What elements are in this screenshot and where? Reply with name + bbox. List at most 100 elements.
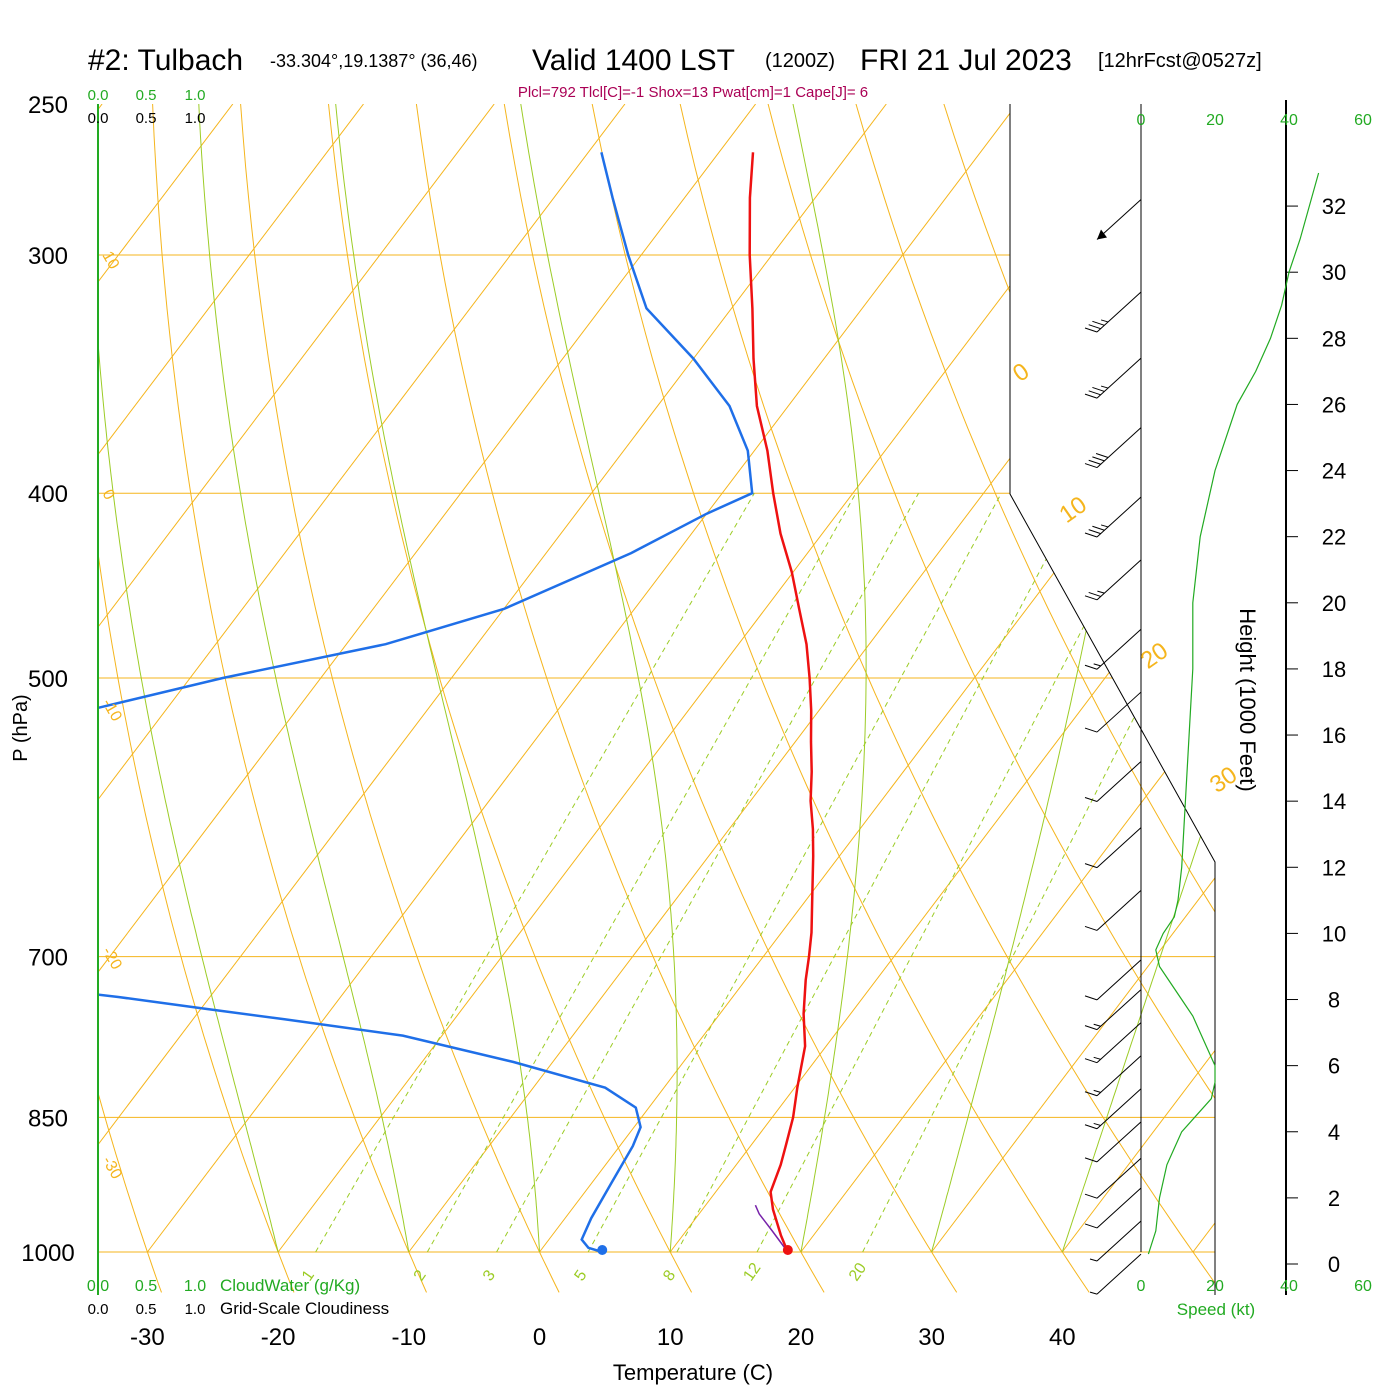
- wind-barb-staff: [1096, 890, 1142, 931]
- wind-barb-feather: [1084, 797, 1098, 802]
- wind-barb-feather: [1084, 393, 1098, 399]
- wind-barb-feather: [1084, 327, 1098, 333]
- wind-barb-staff: [1096, 291, 1142, 333]
- wind-barb-feather: [1092, 525, 1105, 531]
- wind-barb: [1084, 989, 1142, 1031]
- wind-panel: [1084, 172, 1320, 1295]
- wind-barb-feather: [1088, 529, 1101, 535]
- moist-adiabat: [792, 104, 867, 1253]
- wind-barb-half-feather: [1093, 663, 1101, 667]
- cloudwater-axis-title: CloudWater (g/Kg): [220, 1276, 360, 1295]
- wind-barb: [1084, 559, 1142, 601]
- wind-barb: [1084, 959, 1142, 1001]
- height-axis-title: Height (1000 Feet): [1235, 608, 1260, 791]
- dewpoint-profile: [98, 152, 754, 1254]
- wind-barb: [1084, 890, 1142, 931]
- speed-axis-title: Speed (kt): [1177, 1300, 1255, 1319]
- isotherm-line: [277, 104, 1149, 1253]
- valid-date: FRI 21 Jul 2023: [860, 44, 1072, 77]
- wind-barb: [1084, 496, 1142, 538]
- moist-adiabat: [98, 104, 279, 1253]
- wind-barb-staff: [1096, 761, 1142, 802]
- wind-barb: [1084, 357, 1142, 399]
- speed-tick-top: 20: [1206, 112, 1224, 129]
- wind-barb-feather: [1092, 456, 1105, 462]
- mixing-ratio-label: 12: [740, 1260, 764, 1284]
- wind-barb-feather: [1084, 1124, 1098, 1130]
- wind-barb-feather: [1095, 453, 1109, 458]
- wind-barb-half-feather: [1097, 590, 1105, 594]
- temperature-tick-label: 20: [788, 1324, 815, 1351]
- isotherm-label-left: -20: [99, 944, 125, 973]
- isotherm-line: [98, 104, 757, 1253]
- wind-barb-staff: [1096, 1157, 1142, 1199]
- temperature-tick-label: -30: [130, 1324, 165, 1351]
- speed-tick-top: 60: [1354, 112, 1372, 129]
- height-tick-label: 20: [1322, 591, 1346, 616]
- wind-barb-feather: [1084, 463, 1098, 469]
- height-tick-label: 32: [1322, 194, 1346, 219]
- height-tick-label: 0: [1328, 1252, 1340, 1277]
- wind-barb-half-feather: [1089, 1291, 1098, 1295]
- mixing-ratio-line: [862, 492, 1215, 1253]
- mixing-ratio-line: [676, 492, 1082, 1253]
- height-tick-label: 24: [1322, 459, 1346, 484]
- wind-barb-half-feather: [1093, 1023, 1101, 1027]
- sounding-profiles: [98, 152, 815, 1255]
- cloudiness-tick-top: 0.0: [88, 110, 109, 127]
- height-tick-label: 2: [1328, 1186, 1340, 1211]
- wind-barb-feather: [1084, 595, 1098, 601]
- pressure-label: 500: [28, 666, 68, 693]
- pressure-label: 400: [28, 481, 68, 508]
- wind-barb: [1084, 761, 1142, 802]
- wind-barb-feather: [1084, 1091, 1098, 1097]
- wind-barb-feather: [1088, 324, 1101, 330]
- dry-adiabat: [498, 104, 958, 1293]
- wind-barb: [1096, 199, 1142, 240]
- isotherm-line: [1061, 104, 1215, 1253]
- height-tick-label: 14: [1322, 789, 1346, 814]
- dry-adiabat: [150, 104, 427, 1293]
- background-lines: [98, 104, 1215, 1293]
- temperature-tick-label: 40: [1049, 1324, 1076, 1351]
- height-tick-label: 12: [1322, 855, 1346, 880]
- wind-barb-feather: [1084, 1025, 1098, 1031]
- moist-adiabat: [520, 104, 678, 1253]
- wind-barb-staff: [1096, 559, 1142, 601]
- speed-tick-bottom: 0: [1137, 1278, 1146, 1295]
- height-tick-label: 6: [1328, 1054, 1340, 1079]
- cloudwater-tick-bottom: 0.0: [87, 1278, 109, 1295]
- isotherm-line: [1192, 104, 1215, 1253]
- wind-barb-feather: [1092, 320, 1105, 326]
- wind-barb-staff: [1096, 1088, 1142, 1130]
- wind-barb-staff: [1096, 427, 1142, 468]
- isotherm-label-left: 0: [99, 487, 118, 503]
- surface-dewpoint-marker: [597, 1245, 608, 1255]
- wind-barb-half-feather: [1100, 524, 1109, 528]
- wind-barb-feather: [1088, 591, 1101, 597]
- wind-barb-half-feather: [1100, 385, 1109, 389]
- cloudiness-tick-top: 1.0: [185, 110, 206, 127]
- isotherm-line: [931, 104, 1215, 1253]
- isotherm-line: [98, 104, 887, 1253]
- wind-barb: [1089, 1220, 1142, 1262]
- cloudwater-tick-bottom: 0.5: [135, 1278, 157, 1295]
- mixing-ratio-label: 20: [846, 1260, 870, 1284]
- plot-frame: [97, 100, 1298, 1295]
- station-title: #2: Tulbach: [88, 44, 243, 77]
- speed-tick-bottom: 20: [1206, 1278, 1224, 1295]
- valid-time: Valid 1400 LST: [532, 44, 735, 77]
- plot-boundary: [1009, 104, 1216, 1295]
- wind-speed-profile: [1147, 172, 1320, 1255]
- mixing-ratio-line: [496, 492, 919, 1253]
- cloudiness-tick-bottom: 0.0: [88, 1301, 109, 1318]
- moist-adiabat: [335, 104, 540, 1253]
- height-tick-label: 28: [1322, 326, 1346, 351]
- dry-adiabat: [98, 104, 162, 1293]
- wind-barb: [1084, 1121, 1142, 1163]
- x-axis-title: Temperature (C): [613, 1360, 773, 1385]
- cloudiness-tick-bottom: 0.5: [136, 1301, 157, 1318]
- isotherm-label-left: -10: [99, 696, 125, 725]
